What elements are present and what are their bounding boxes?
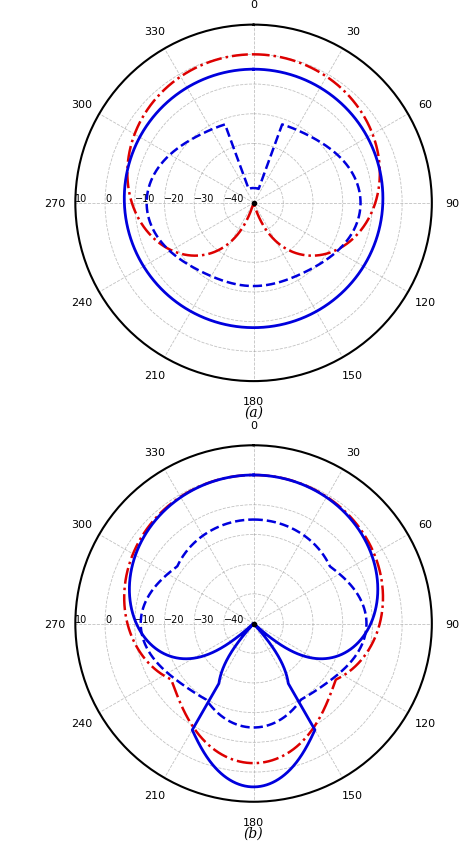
- Title: (a): (a): [244, 405, 263, 419]
- Title: (b): (b): [244, 825, 264, 839]
